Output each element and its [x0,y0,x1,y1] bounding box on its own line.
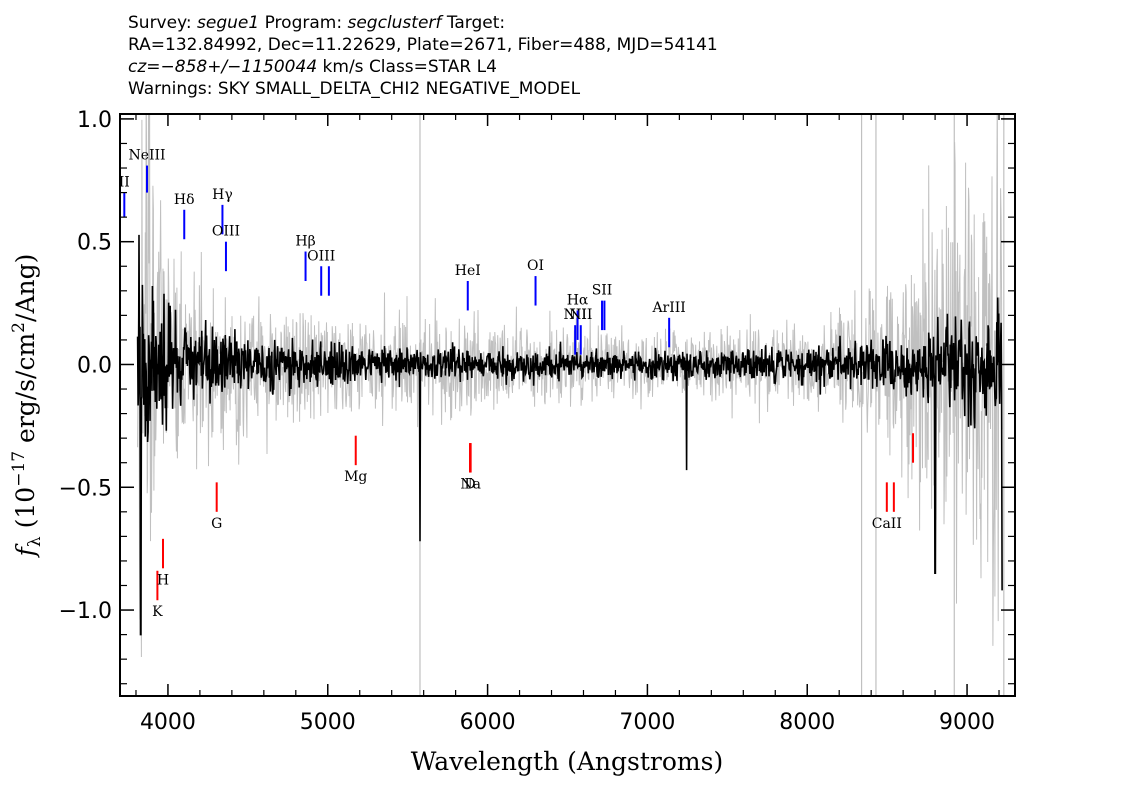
cz-value: −858+/−1150044 [160,57,318,77]
y-axis-title-tail: /Ang) [11,254,40,322]
y-axis-title-units-exponent: 2 [9,322,29,333]
emission-line-label-4: OIII [212,224,240,240]
absorption-line-label-5: D [464,477,475,493]
y-tick-label-0: −1.0 [59,599,112,624]
plot-frame [119,113,1016,697]
absorption-line-label-3: Mg [344,469,367,485]
absorption-line-label-1: H [157,572,169,588]
header-line-redshift: cz=−858+/−1150044 km/s Class=STAR L4 [128,56,718,78]
header-line-warnings: Warnings: SKY SMALL_DELTA_CHI2 NEGATIVE_… [128,79,581,99]
y-axis-title-paren: (10 [11,487,40,537]
emission-line-label-2: Hδ [174,192,195,208]
survey-label: Survey: [128,13,192,33]
x-tick-label-3: 7000 [619,710,675,735]
absorption-line-label-4: Na [460,477,481,493]
y-tick-label-4: 1.0 [77,108,112,133]
x-tick-label-5: 9000 [939,710,995,735]
x-tick-label-2: 6000 [460,710,516,735]
y-axis-title-subscript: λ [25,536,45,547]
y-axis-title: fλ (10−17 erg/s/cm2/Ang) [9,254,45,559]
emission-line-label-1: NeIII [128,148,165,164]
emission-line-label-3: Hγ [212,187,233,203]
x-axis-title: Wavelength (Angstroms) [411,747,723,776]
emission-line-label-8: HeI [455,263,481,279]
x-tick-label-1: 5000 [300,710,356,735]
spectrum-header: Survey: segue1 Program: segclusterf Targ… [128,12,718,100]
class-text: km/s Class=STAR L4 [317,57,497,77]
emission-line-label-5: Hβ [295,234,315,250]
x-tick-label-4: 8000 [779,710,835,735]
emission-line-label-6: OIII [307,248,335,264]
y-tick-label-1: −0.5 [59,476,112,501]
y-axis-title-units: erg/s/cm [11,333,40,451]
absorption-line-label-6: CaII [872,516,902,532]
emission-line-label-9: OI [527,258,544,274]
absorption-line-label-2: G [211,516,222,532]
y-axis-title-symbol: f [11,543,40,558]
emission-line-label-0: II [119,175,130,191]
target-label: Target: [446,13,506,33]
emission-line-label-11: Hα [567,292,589,308]
y-tick-label-3: 0.5 [77,231,112,256]
y-axis-title-exponent: −17 [9,451,29,487]
emission-line-label-15: ArIII [651,300,685,316]
cz-label: cz= [128,57,161,77]
y-tick-label-2: 0.0 [77,353,112,378]
emission-line-label-12: NII [569,307,592,323]
survey-value: segue1 [197,13,260,33]
emission-line-label-10: NII [564,307,587,323]
header-line-survey: Survey: segue1 Program: segclusterf Targ… [128,12,718,34]
emission-line-label-13: SII [592,283,613,299]
program-value: segclusterf [347,13,442,33]
program-label: Program: [264,13,343,33]
x-tick-label-0: 4000 [140,710,196,735]
absorption-line-label-0: K [152,604,163,620]
header-line-coordinates: RA=132.84992, Dec=11.22629, Plate=2671, … [128,35,718,55]
flux-trace [136,234,1003,636]
axis-ticks: 4000 5000 6000 7000 8000 9000 −1.0 −0.5 0.0 0.5 1.… [59,108,1015,735]
flux-spectrum [136,234,1003,636]
